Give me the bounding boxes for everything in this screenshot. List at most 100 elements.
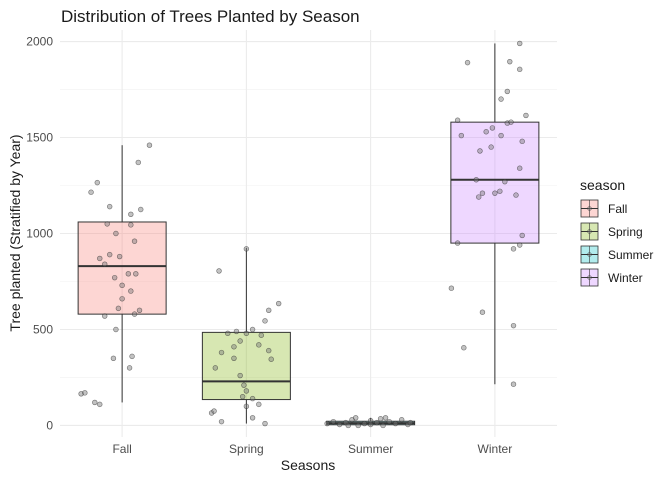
data-point xyxy=(510,246,517,252)
data-point xyxy=(324,420,330,427)
data-point xyxy=(256,342,262,348)
data-point xyxy=(498,132,504,139)
data-point xyxy=(218,418,225,425)
data-point xyxy=(243,330,250,337)
data-point xyxy=(113,230,119,237)
data-point xyxy=(249,415,256,421)
data-point xyxy=(237,372,243,379)
data-point xyxy=(102,313,108,319)
data-point xyxy=(266,307,272,313)
y-axis-ticks: 0 500 1000 1500 2000 xyxy=(26,35,53,433)
data-point xyxy=(239,393,246,400)
legend-title: season xyxy=(580,177,625,193)
data-point xyxy=(479,190,486,196)
data-point xyxy=(128,211,134,218)
legend-item-winter: Winter xyxy=(580,268,643,287)
data-point xyxy=(126,365,133,371)
data-point xyxy=(119,296,125,302)
data-point xyxy=(492,190,498,196)
legend-item-summer: Summer xyxy=(580,245,653,264)
data-point xyxy=(330,418,337,425)
data-point xyxy=(392,420,399,427)
y-axis-title: Tree planted (Stratified by Year) xyxy=(7,134,23,331)
box-iqr xyxy=(77,221,167,315)
data-point xyxy=(119,282,125,289)
data-point xyxy=(131,238,138,244)
data-point xyxy=(477,148,483,154)
data-point xyxy=(353,415,359,421)
data-point xyxy=(116,253,123,260)
data-point xyxy=(479,309,486,315)
data-point xyxy=(377,416,384,422)
data-point xyxy=(508,119,514,125)
data-point xyxy=(380,422,386,429)
data-point xyxy=(128,288,134,294)
data-point xyxy=(146,142,153,148)
data-point xyxy=(133,271,139,277)
data-point xyxy=(111,274,118,281)
data-point xyxy=(510,322,517,329)
data-point xyxy=(275,300,282,307)
points xyxy=(78,40,529,429)
data-point xyxy=(523,112,529,119)
data-point xyxy=(519,232,525,239)
x-tick-label: Summer xyxy=(348,442,393,456)
data-point xyxy=(138,206,144,213)
data-point xyxy=(510,381,517,387)
data-point xyxy=(106,251,113,258)
data-point xyxy=(256,401,262,408)
data-point xyxy=(268,356,274,362)
y-tick-label: 2000 xyxy=(26,35,53,49)
data-point xyxy=(88,189,94,195)
data-point xyxy=(504,88,510,95)
data-point xyxy=(97,255,103,262)
x-tick-label: Fall xyxy=(112,442,131,456)
data-point xyxy=(454,240,461,246)
data-point xyxy=(125,271,132,277)
data-point xyxy=(113,326,119,333)
data-point xyxy=(258,332,264,338)
data-point xyxy=(497,188,503,194)
data-point xyxy=(355,422,361,429)
legend-item-spring: Spring xyxy=(580,222,643,241)
data-point xyxy=(243,403,250,409)
data-point xyxy=(266,347,272,354)
y-tick-label: 1500 xyxy=(26,131,53,145)
data-point xyxy=(336,421,343,428)
data-point xyxy=(502,178,508,185)
box-winter xyxy=(450,43,540,385)
data-point xyxy=(129,353,135,360)
data-point xyxy=(517,40,523,47)
data-point xyxy=(458,132,465,139)
data-point xyxy=(225,330,231,337)
legend-key-point xyxy=(587,206,592,211)
data-point xyxy=(473,177,479,183)
box-fall xyxy=(77,145,167,403)
box-iqr xyxy=(450,121,540,244)
data-point xyxy=(110,355,117,361)
data-point xyxy=(519,138,525,145)
x-axis-title: Seasons xyxy=(281,457,335,473)
data-point xyxy=(218,349,225,356)
data-point xyxy=(249,326,256,333)
data-point xyxy=(97,401,103,408)
data-point xyxy=(237,338,243,344)
data-point xyxy=(407,419,414,426)
y-tick-label: 500 xyxy=(33,322,53,336)
data-point xyxy=(345,422,351,429)
data-point xyxy=(461,345,467,351)
data-point xyxy=(102,261,108,267)
data-point xyxy=(104,221,110,227)
y-tick-label: 1000 xyxy=(26,227,53,241)
data-point xyxy=(517,165,523,171)
data-point xyxy=(94,179,100,186)
data-point xyxy=(488,144,494,150)
legend-label: Summer xyxy=(608,248,653,262)
data-point xyxy=(489,125,496,131)
legend-label: Fall xyxy=(608,202,627,216)
legend-key-point xyxy=(587,252,592,257)
data-point xyxy=(398,417,405,423)
data-point xyxy=(92,399,98,406)
data-point xyxy=(128,222,134,228)
